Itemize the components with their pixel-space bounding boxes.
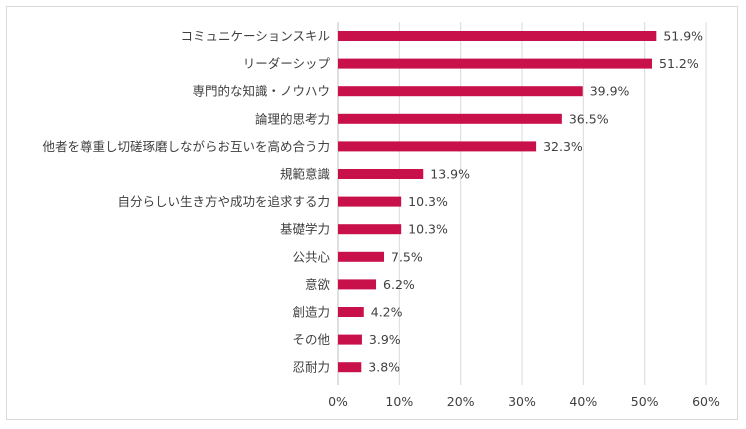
- bar: [338, 141, 537, 152]
- category-label: 規範意識: [280, 167, 330, 182]
- chart-frame: [6, 6, 738, 420]
- x-tick-label: 50%: [631, 394, 659, 409]
- data-label: 7.5%: [391, 249, 423, 264]
- data-label: 13.9%: [430, 167, 470, 182]
- data-label: 32.3%: [543, 139, 583, 154]
- category-label: 他者を尊重し切磋琢磨しながらお互いを高め合う力: [42, 139, 330, 154]
- data-label: 3.9%: [369, 332, 401, 347]
- data-label: 39.9%: [590, 84, 630, 99]
- data-label: 36.5%: [569, 111, 609, 126]
- category-label: 意欲: [305, 277, 330, 292]
- bar: [338, 31, 657, 41]
- category-label: 公共心: [292, 249, 330, 264]
- value-labels: 51.9% 51.2% 39.9% 36.5% 32.3% 13.9% 10.3% 10.3%…: [368, 29, 703, 375]
- data-label: 3.8%: [368, 360, 400, 375]
- gridlines: [337, 22, 707, 385]
- category-label: コミュニケーションスキル: [180, 29, 330, 44]
- category-label: 忍耐力: [292, 360, 330, 375]
- bar: [338, 58, 653, 69]
- bar: [338, 334, 362, 345]
- category-label: 自分らしい生き方や成功を追求する力: [117, 194, 330, 209]
- bar: [338, 279, 377, 290]
- category-label: 専門的な知識・ノウハウ: [192, 84, 330, 99]
- x-tick-label: 60%: [692, 394, 720, 409]
- x-tick-label: 40%: [569, 394, 597, 409]
- data-label: 51.2%: [659, 56, 699, 71]
- data-label: 10.3%: [408, 222, 448, 237]
- category-label: 基礎学力: [280, 222, 330, 237]
- data-label: 51.9%: [663, 29, 703, 44]
- bar: [338, 196, 402, 207]
- bar: [338, 362, 362, 373]
- bar: [338, 169, 424, 179]
- x-tick-label: 0%: [328, 394, 348, 409]
- category-label: 論理的思考力: [255, 111, 330, 126]
- category-label: その他: [292, 332, 330, 347]
- x-tick-label: 10%: [385, 394, 413, 409]
- category-label: リーダーシップ: [243, 56, 331, 71]
- category-label: 創造力: [292, 305, 330, 320]
- data-label: 6.2%: [383, 277, 415, 292]
- bar: [338, 251, 384, 262]
- x-tick-label: 30%: [508, 394, 536, 409]
- bar: [338, 307, 364, 317]
- category-labels: コミュニケーションスキルリーダーシップ専門的な知識・ノウハウ論理的思考力他者を尊…: [42, 29, 330, 375]
- bar: [338, 113, 562, 124]
- data-label: 10.3%: [408, 194, 448, 209]
- x-axis-tick-labels: 0% 10% 20% 30% 40% 50% 60%: [328, 394, 720, 409]
- data-label: 4.2%: [371, 305, 403, 320]
- x-tick-label: 20%: [447, 394, 475, 409]
- bar: [338, 224, 402, 235]
- bars: [338, 31, 657, 373]
- bar: [338, 86, 583, 97]
